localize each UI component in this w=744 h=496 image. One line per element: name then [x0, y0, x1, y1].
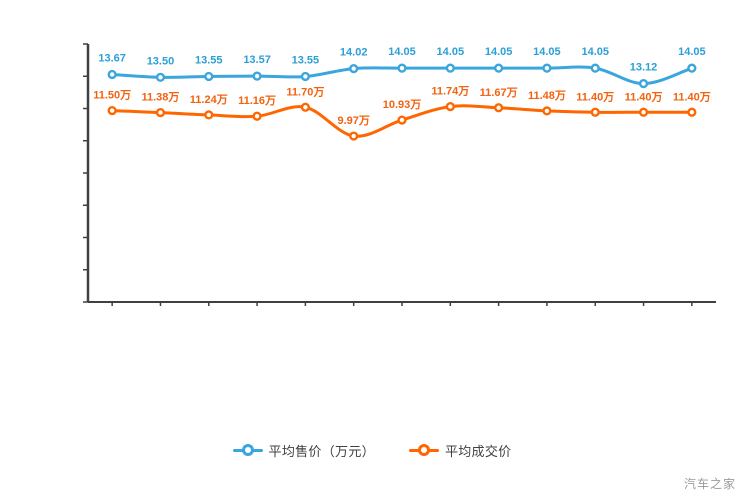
series-labels-transaction-price: 11.50万 11.38万 11.24万 11.16万 11.70万 9.97万 10.93… [93, 85, 711, 127]
data-point-label: 11.50万 [93, 89, 131, 102]
data-point-marker[interactable] [252, 111, 262, 121]
data-point-marker[interactable] [590, 63, 600, 73]
y-axis-ticks [83, 43, 88, 303]
data-point-label: 13.12 [630, 62, 658, 74]
data-point-label: 14.05 [678, 46, 706, 58]
data-point-marker[interactable] [349, 64, 359, 74]
legend-dot-blue [241, 444, 254, 456]
data-point-marker[interactable] [349, 131, 359, 141]
data-point-label: 14.05 [533, 46, 561, 58]
data-point-marker[interactable] [397, 63, 407, 73]
data-point-label: 11.24万 [190, 93, 228, 106]
legend-item-average-price[interactable]: 平均售价（万元） [232, 441, 375, 460]
data-point-label: 11.74万 [431, 85, 469, 98]
axis-group [83, 43, 716, 306]
data-point-label: 13.50 [147, 55, 175, 67]
data-point-label: 11.16万 [238, 94, 276, 107]
data-point-label: 13.55 [292, 54, 320, 66]
data-point-label: 11.40万 [625, 90, 663, 103]
data-point-label: 10.93万 [383, 98, 422, 111]
data-point-marker[interactable] [155, 72, 166, 82]
data-point-label: 13.57 [243, 54, 271, 66]
data-point-marker[interactable] [445, 101, 455, 112]
data-point-marker[interactable] [252, 71, 262, 81]
data-point-marker[interactable] [300, 102, 310, 112]
data-point-marker[interactable] [638, 107, 649, 117]
data-point-marker[interactable] [107, 105, 117, 116]
data-point-label: 9.97万 [337, 114, 369, 127]
data-point-label: 14.05 [437, 46, 465, 58]
data-point-marker[interactable] [542, 106, 552, 116]
legend-label-average-price: 平均售价（万元） [268, 443, 375, 459]
data-point-marker[interactable] [687, 63, 697, 73]
data-point-marker[interactable] [494, 103, 504, 113]
data-point-label: 11.40万 [576, 90, 614, 103]
data-point-label: 13.67 [98, 52, 126, 64]
data-point-marker[interactable] [445, 63, 455, 73]
data-point-marker[interactable] [204, 110, 214, 120]
legend-item-transaction-price[interactable]: 平均成交价 [408, 441, 512, 460]
data-point-label: 11.38万 [141, 91, 179, 104]
legend-label-transaction-price: 平均成交价 [444, 443, 512, 459]
data-point-label: 11.40万 [673, 90, 711, 103]
data-point-label: 14.02 [340, 47, 368, 59]
data-point-label: 14.05 [388, 46, 416, 58]
data-point-label: 13.55 [195, 54, 223, 66]
data-point-label: 11.48万 [528, 89, 566, 102]
data-point-marker[interactable] [638, 79, 649, 89]
data-point-marker[interactable] [107, 69, 117, 80]
data-point-marker[interactable] [155, 107, 166, 118]
data-point-marker[interactable] [590, 107, 600, 117]
legend-swatch-blue [232, 443, 263, 457]
data-point-label: 14.05 [485, 46, 513, 58]
legend-dot-orange [417, 444, 430, 456]
data-point-label: 11.67万 [480, 86, 518, 99]
data-point-marker[interactable] [300, 71, 310, 82]
data-point-marker[interactable] [687, 107, 697, 117]
data-point-marker[interactable] [397, 115, 407, 125]
data-point-marker[interactable] [204, 71, 214, 82]
chart-legend: 平均售价（万元） 平均成交价 [0, 437, 744, 463]
data-point-marker[interactable] [542, 63, 552, 73]
data-point-marker[interactable] [494, 63, 504, 73]
series-markers-transaction-price [107, 101, 697, 141]
watermark-autohome: 汽车之家 [683, 477, 736, 491]
data-point-label: 11.70万 [286, 85, 324, 98]
series-markers-average-price [107, 63, 697, 89]
x-axis-ticks [111, 302, 693, 306]
data-point-label: 14.05 [581, 46, 609, 58]
series-labels-average-price: 13.67 13.50 13.55 13.57 13.55 14.02 14.05 14.05… [98, 46, 705, 73]
legend-swatch-orange [408, 443, 439, 457]
